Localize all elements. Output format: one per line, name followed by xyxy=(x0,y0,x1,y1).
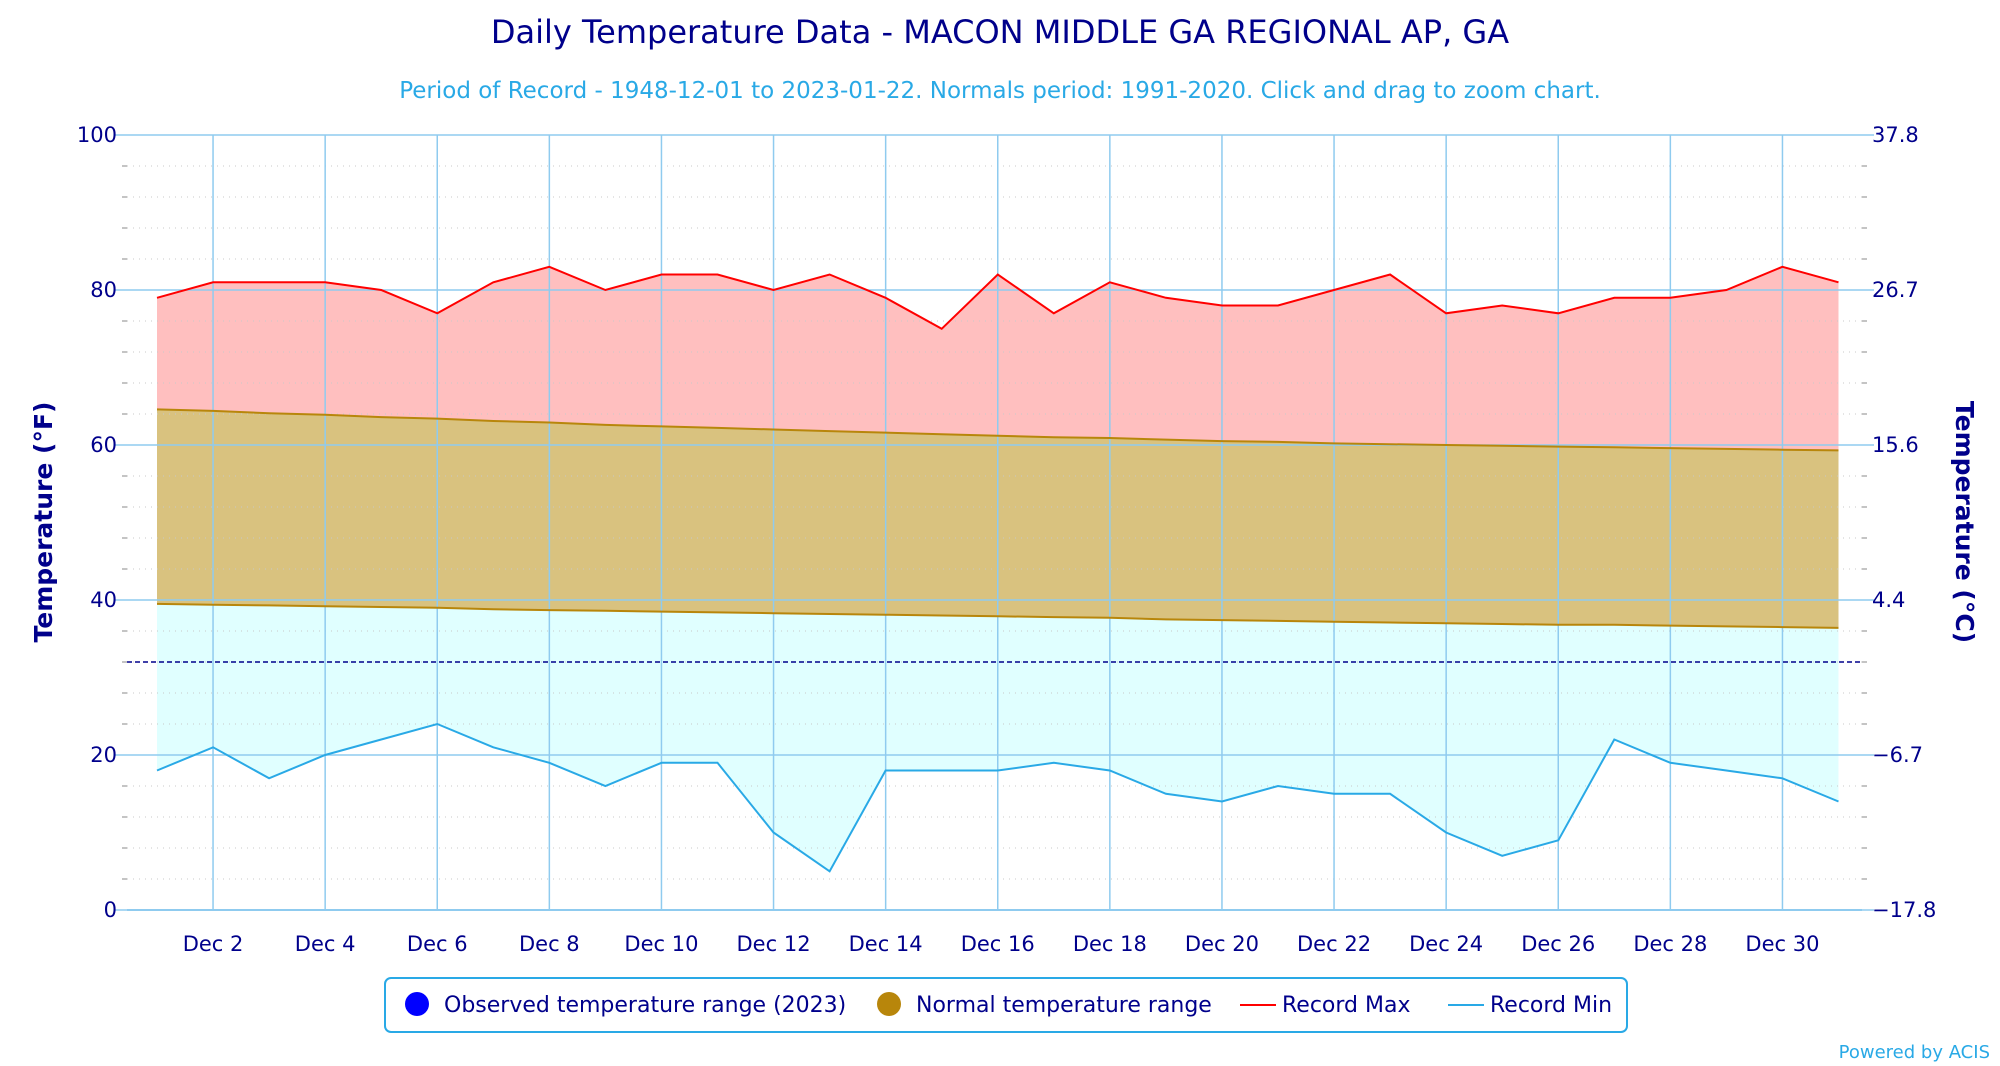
y-tick-label-right: 15.6 xyxy=(1872,433,1919,457)
legend-item-label[interactable]: Record Min xyxy=(1490,993,1612,1018)
y-tick-label-left: 60 xyxy=(90,433,117,457)
y-tick-label-left: 100 xyxy=(77,123,117,147)
y-tick-label-left: 80 xyxy=(90,278,117,302)
legend-box xyxy=(384,977,1628,1033)
x-tick-label: Dec 8 xyxy=(519,932,580,956)
y-tick-label-left: 20 xyxy=(90,743,117,767)
x-tick-label: Dec 2 xyxy=(183,932,244,956)
x-tick-label: Dec 28 xyxy=(1633,932,1707,956)
series-lines xyxy=(156,265,1839,873)
x-tick-label: Dec 4 xyxy=(295,932,356,956)
x-tick-label: Dec 30 xyxy=(1745,932,1819,956)
normal-high-line xyxy=(156,408,1839,452)
record-max-line xyxy=(156,265,1839,331)
chart-subtitle: Period of Record - 1948-12-01 to 2023-01… xyxy=(399,78,1601,104)
legend-marker xyxy=(877,992,901,1016)
x-tick-label: Dec 24 xyxy=(1409,932,1483,956)
chart-title: Daily Temperature Data - MACON MIDDLE GA… xyxy=(491,13,1509,51)
normal-low-line xyxy=(156,602,1839,629)
y-tick-label-right: 37.8 xyxy=(1872,123,1919,147)
axes: 0 20 40 60 80 100 −17.8 −6.7 4.4 15.6 26.7 37.8 Dec … xyxy=(77,123,1936,956)
y-axis-title-left: Temperature (°F) xyxy=(29,402,58,643)
y-axis-title-right: Temperature (°C) xyxy=(1950,401,1979,643)
y-tick-label-right: 4.4 xyxy=(1872,588,1905,612)
legend-item-label[interactable]: Observed temperature range (2023) xyxy=(444,993,846,1018)
y-tick-label-right: 26.7 xyxy=(1872,278,1919,302)
x-tick-label: Dec 22 xyxy=(1297,932,1371,956)
x-tick-label: Dec 14 xyxy=(849,932,923,956)
legend-item-label[interactable]: Normal temperature range xyxy=(916,993,1212,1018)
x-tick-label: Dec 20 xyxy=(1185,932,1259,956)
y-tick-label-left: 40 xyxy=(90,588,117,612)
y-tick-label-right: −17.8 xyxy=(1872,898,1936,922)
x-tick-label: Dec 18 xyxy=(1073,932,1147,956)
x-tick-label: Dec 12 xyxy=(737,932,811,956)
credit-link[interactable]: Powered by ACIS xyxy=(1839,1042,1990,1063)
x-tick-label: Dec 16 xyxy=(961,932,1035,956)
legend-marker xyxy=(405,992,429,1016)
x-tick-label: Dec 6 xyxy=(407,932,468,956)
record-min-line xyxy=(156,722,1839,873)
legend: Observed temperature range (2023) Normal … xyxy=(384,977,1628,1033)
x-tick-label: Dec 26 xyxy=(1521,932,1595,956)
y-tick-label-left: 0 xyxy=(104,898,117,922)
legend-item-label[interactable]: Record Max xyxy=(1282,993,1411,1018)
y-tick-label-right: −6.7 xyxy=(1872,743,1923,767)
x-tick-label: Dec 10 xyxy=(624,932,698,956)
